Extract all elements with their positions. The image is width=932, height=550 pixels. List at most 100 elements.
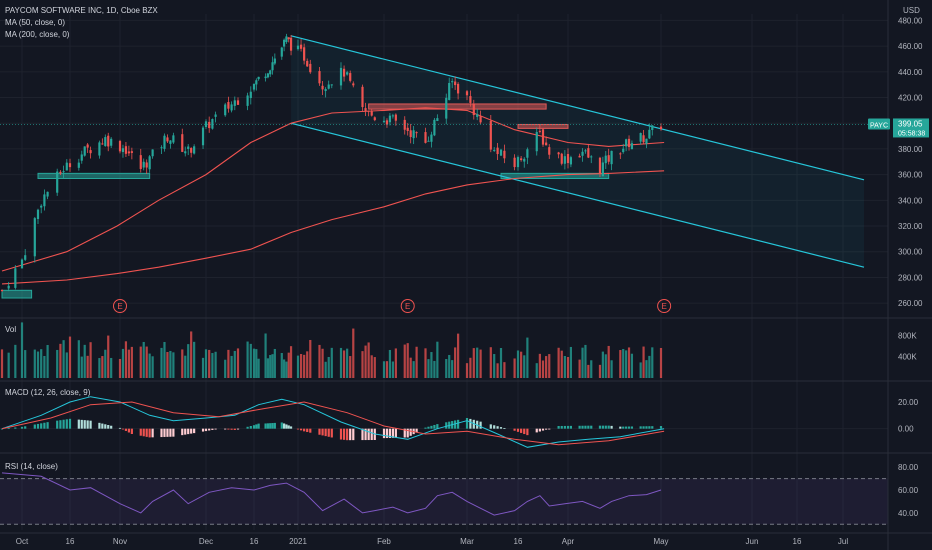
volume-bar <box>610 360 613 378</box>
candle-up <box>249 91 252 99</box>
macd-histogram-bar <box>659 426 663 429</box>
candle-up <box>62 171 65 173</box>
volume-bar <box>324 361 327 378</box>
candle-up <box>476 114 479 117</box>
macd-histogram-bar <box>121 428 125 430</box>
macd-histogram-bar <box>62 419 65 429</box>
volume-bar <box>190 331 193 378</box>
rsi-line <box>1 472 662 516</box>
macd-histogram-bar <box>68 418 72 429</box>
candle-up <box>330 84 333 86</box>
signal-line <box>1 401 665 446</box>
volume-bar <box>373 357 376 378</box>
macd-histogram-bar <box>246 426 249 429</box>
macd-histogram-bar <box>361 428 364 441</box>
price-tick-label: 340.00 <box>898 196 923 205</box>
volume-bar <box>630 353 634 378</box>
macd-histogram-bar <box>283 423 286 429</box>
rsi-legend[interactable]: RSI (14, close) <box>5 462 58 471</box>
volume-bar <box>283 359 286 378</box>
macd-histogram-bar <box>430 425 433 429</box>
macd-histogram-bar <box>590 425 593 429</box>
volume-bar <box>535 363 538 378</box>
macd-histogram-bar <box>169 428 172 437</box>
macd-histogram-bar <box>520 428 523 433</box>
volume-bar <box>436 341 439 378</box>
candle-up <box>271 62 274 71</box>
candle-up <box>346 72 349 75</box>
macd-legend[interactable]: MACD (12, 26, close, 9) <box>5 388 91 397</box>
price-axis[interactable]: 480.00460.00440.00420.00400.00380.00360.… <box>898 16 923 517</box>
candle-up <box>451 81 454 83</box>
volume-bar <box>296 355 300 378</box>
candle-down <box>367 110 370 112</box>
volume-bar <box>204 349 208 378</box>
macd-histogram-bar <box>403 428 406 438</box>
macd-histogram-bar <box>287 425 290 429</box>
ma50-legend[interactable]: MA (50, close, 0) <box>5 18 66 27</box>
volume-bar <box>349 356 352 378</box>
volume-bar <box>578 359 581 378</box>
volume-legend[interactable]: Vol <box>5 325 17 334</box>
volume-bar <box>127 349 130 378</box>
candle-up <box>148 156 151 170</box>
volume-bar <box>548 354 551 378</box>
volume-bar <box>403 344 406 378</box>
candle-down <box>587 148 590 158</box>
earnings-marker[interactable]: E <box>113 299 127 313</box>
earnings-letter: E <box>405 302 410 311</box>
candle-up <box>224 104 227 116</box>
price-tag-value: 399.05 <box>898 119 923 128</box>
volume-bar <box>107 335 110 378</box>
volume-bar <box>169 350 172 378</box>
macd-histogram-bar <box>469 418 472 429</box>
time-axis[interactable]: Oct 16 Nov Dec 16 2021 Feb Mar 16 Apr May Jun 16 Jul <box>16 537 849 546</box>
volume-bar <box>352 328 355 378</box>
earnings-marker[interactable]: E <box>657 299 672 313</box>
macd-histogram-bar <box>255 424 258 429</box>
volume-bar <box>246 341 249 378</box>
volume-bar <box>160 347 163 378</box>
macd-histogram-bar <box>233 428 236 430</box>
volume-bar <box>409 357 412 378</box>
candle-down <box>236 100 240 105</box>
candle-up <box>160 147 163 149</box>
macd-histogram-bar <box>321 428 324 436</box>
macd-histogram-bar <box>80 419 83 429</box>
candle-down <box>394 114 397 121</box>
volume-bar <box>370 355 373 378</box>
macd-histogram-bar <box>224 428 227 430</box>
macd-histogram-bar <box>24 426 27 429</box>
volume-bar <box>130 346 133 378</box>
candle-up <box>327 84 330 89</box>
candle-down <box>566 154 570 164</box>
candle-down <box>166 137 169 142</box>
candle-up <box>33 218 36 257</box>
candle-up <box>535 132 538 152</box>
candle-up <box>391 115 394 117</box>
macd-histogram-bar <box>130 428 133 434</box>
macd-histogram-bar <box>269 423 272 429</box>
macd-histogram-bar <box>201 428 205 432</box>
candle-down <box>373 117 376 121</box>
macd-histogram-bar <box>569 425 573 429</box>
ticker-badge <box>868 118 890 130</box>
volume-bar <box>181 349 184 378</box>
macd-histogram-bar <box>526 428 529 436</box>
volume-bar <box>110 357 113 378</box>
macd-histogram-bar <box>367 428 370 441</box>
candle-up <box>630 143 634 150</box>
volume-bar <box>89 342 92 378</box>
candle-down <box>409 130 412 137</box>
macd-histogram-bar <box>560 425 563 429</box>
ma200-legend[interactable]: MA (200, close, 0) <box>5 30 70 39</box>
volume-bar <box>68 336 72 378</box>
volume-bar <box>406 343 409 378</box>
candle-up <box>590 156 593 158</box>
macd-histogram-bar <box>208 428 211 431</box>
earnings-marker[interactable]: E <box>400 299 415 313</box>
volume-bar <box>104 349 107 378</box>
macd-histogram-bar <box>339 428 343 440</box>
